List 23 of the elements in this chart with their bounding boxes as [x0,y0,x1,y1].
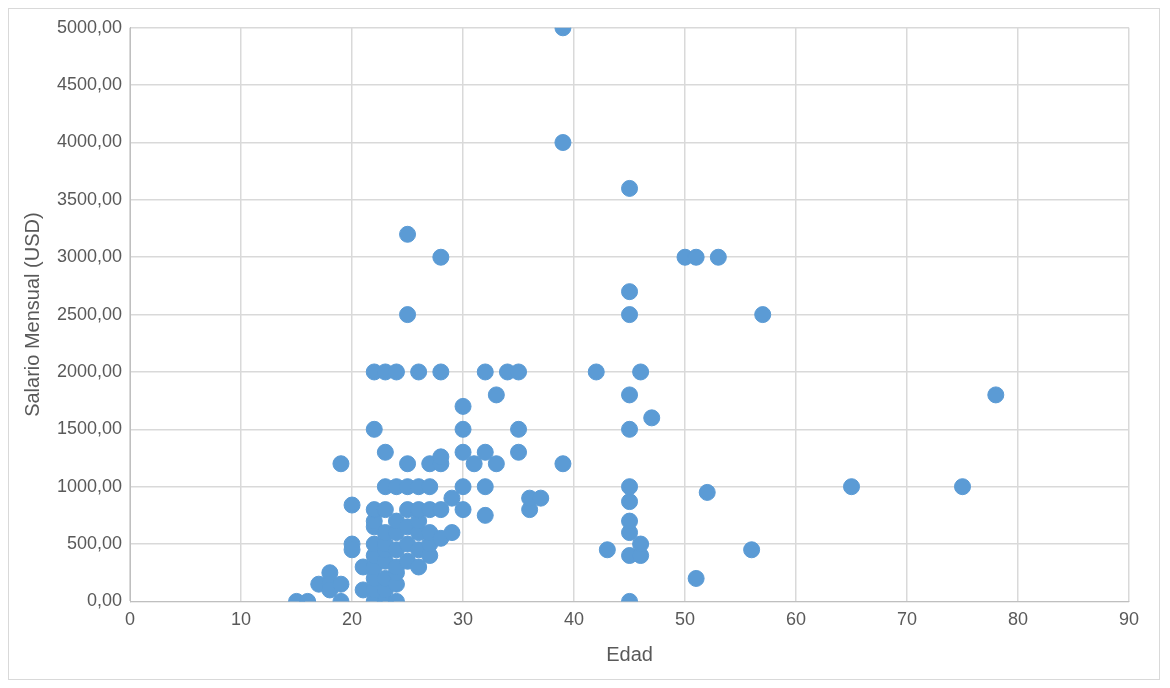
y-axis-title: Salario Mensual (USD) [20,212,43,417]
x-axis-title: Edad [606,642,653,665]
x-tick-label: 60 [786,609,807,630]
x-tick-label: 10 [231,609,252,630]
y-tick-label: 2000,00 [56,360,123,381]
y-tick-label: 4000,00 [56,131,123,152]
y-tick-label: 1000,00 [56,475,123,496]
x-tick-label: 20 [342,609,363,630]
y-tick-label: 0,00 [87,590,123,611]
y-tick-label: 1500,00 [56,418,123,439]
y-tick-label: 2500,00 [56,303,123,324]
x-tick-label: 50 [675,609,696,630]
y-tick-label: 500,00 [67,533,123,554]
x-tick-label: 40 [564,609,585,630]
y-tick-label: 3000,00 [56,246,123,267]
y-tick-label: 3500,00 [56,188,123,209]
x-tick-label: 0 [125,609,136,630]
y-tick-label: 5000,00 [56,16,123,37]
x-tick-label: 90 [1118,609,1140,630]
y-tick-label: 4500,00 [56,74,123,95]
x-tick-label: 30 [453,609,474,630]
x-tick-label: 80 [1007,609,1029,630]
x-tick-label: 70 [897,609,918,630]
